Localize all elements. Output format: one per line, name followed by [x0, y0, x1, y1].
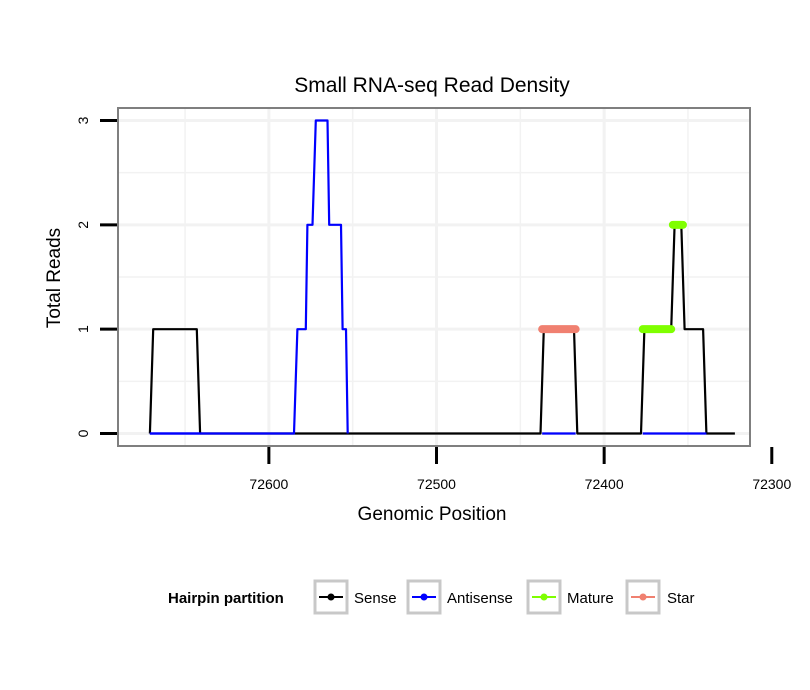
x-tick-label: 72600 [249, 476, 288, 492]
legend-key-dot [540, 593, 548, 601]
chart-title: Small RNA-seq Read Density [294, 74, 570, 97]
legend-label: Antisense [447, 590, 513, 607]
legend-title: Hairpin partition [168, 590, 284, 607]
y-tick-label: 1 [75, 325, 91, 333]
legend-key-dot [639, 593, 647, 601]
x-axis: 72600 72500 72400 72300 [249, 447, 791, 492]
y-tick-label: 3 [75, 116, 91, 124]
legend-label: Sense [354, 590, 397, 607]
legend-label: Mature [567, 590, 614, 607]
y-tick-label: 0 [75, 429, 91, 437]
y-axis-label: Total Reads [44, 228, 65, 328]
x-tick-label: 72500 [417, 476, 456, 492]
y-axis: 0 1 2 3 [75, 116, 117, 437]
plot-border [117, 107, 751, 447]
x-tick-label: 72300 [752, 476, 791, 492]
legend: Hairpin partition Sense Antisense Mature St… [168, 579, 695, 615]
series-line-sense [148, 223, 735, 435]
legend-entries: Sense Antisense Mature Star [313, 579, 695, 615]
y-tick-label: 2 [75, 221, 91, 229]
legend-label: Star [667, 590, 695, 607]
series-layer [148, 119, 735, 435]
series-line-antisense [149, 119, 349, 435]
x-tick-label: 72400 [585, 476, 624, 492]
legend-key-dot [327, 593, 335, 601]
x-axis-label: Genomic Position [358, 504, 507, 525]
legend-key-dot [420, 593, 428, 601]
